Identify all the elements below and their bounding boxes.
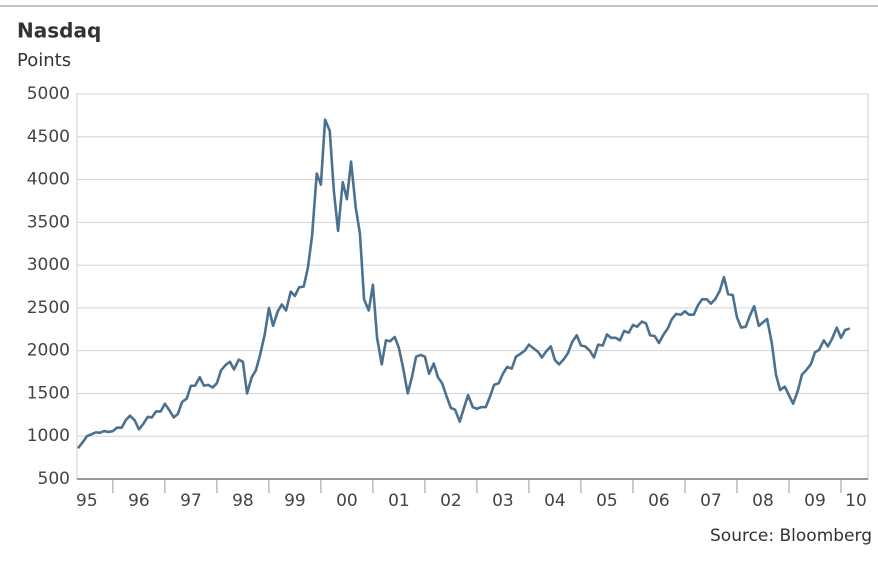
x-tick-label: 06 — [648, 491, 670, 511]
y-tick-label: 3500 — [27, 212, 70, 232]
y-tick-label: 4500 — [27, 127, 70, 147]
x-tick-label: 99 — [284, 491, 306, 511]
x-tick-label: 00 — [336, 491, 358, 511]
y-tick-label: 500 — [38, 469, 70, 489]
x-tick-label: 02 — [440, 491, 462, 511]
x-tick-label: 96 — [128, 491, 150, 511]
y-tick-label: 1500 — [27, 383, 70, 403]
y-tick-label: 3000 — [27, 255, 70, 275]
chart-title: Nasdaq — [17, 19, 101, 43]
y-tick-label: 2000 — [27, 341, 70, 361]
x-tick-label: 05 — [596, 491, 618, 511]
x-tick-label: 98 — [232, 491, 254, 511]
x-tick-label: 95 — [76, 491, 98, 511]
x-tick-label: 08 — [752, 491, 774, 511]
y-tick-label: 4000 — [27, 170, 70, 190]
x-tick-label: 01 — [388, 491, 410, 511]
y-tick-label: 1000 — [27, 426, 70, 446]
x-tick-label: 03 — [492, 491, 514, 511]
x-tick-label: 10 — [845, 491, 867, 511]
plot-frame — [76, 93, 869, 480]
x-tick-label: 09 — [804, 491, 826, 511]
x-tick-label: 04 — [544, 491, 566, 511]
y-tick-label: 2500 — [27, 298, 70, 318]
x-tick-label: 07 — [700, 491, 722, 511]
source-note: Source: Bloomberg — [710, 526, 872, 546]
chart-subtitle: Points — [17, 50, 71, 71]
y-tick-label: 5000 — [27, 84, 70, 104]
data-line — [77, 118, 851, 450]
x-tick-label: 97 — [180, 491, 202, 511]
